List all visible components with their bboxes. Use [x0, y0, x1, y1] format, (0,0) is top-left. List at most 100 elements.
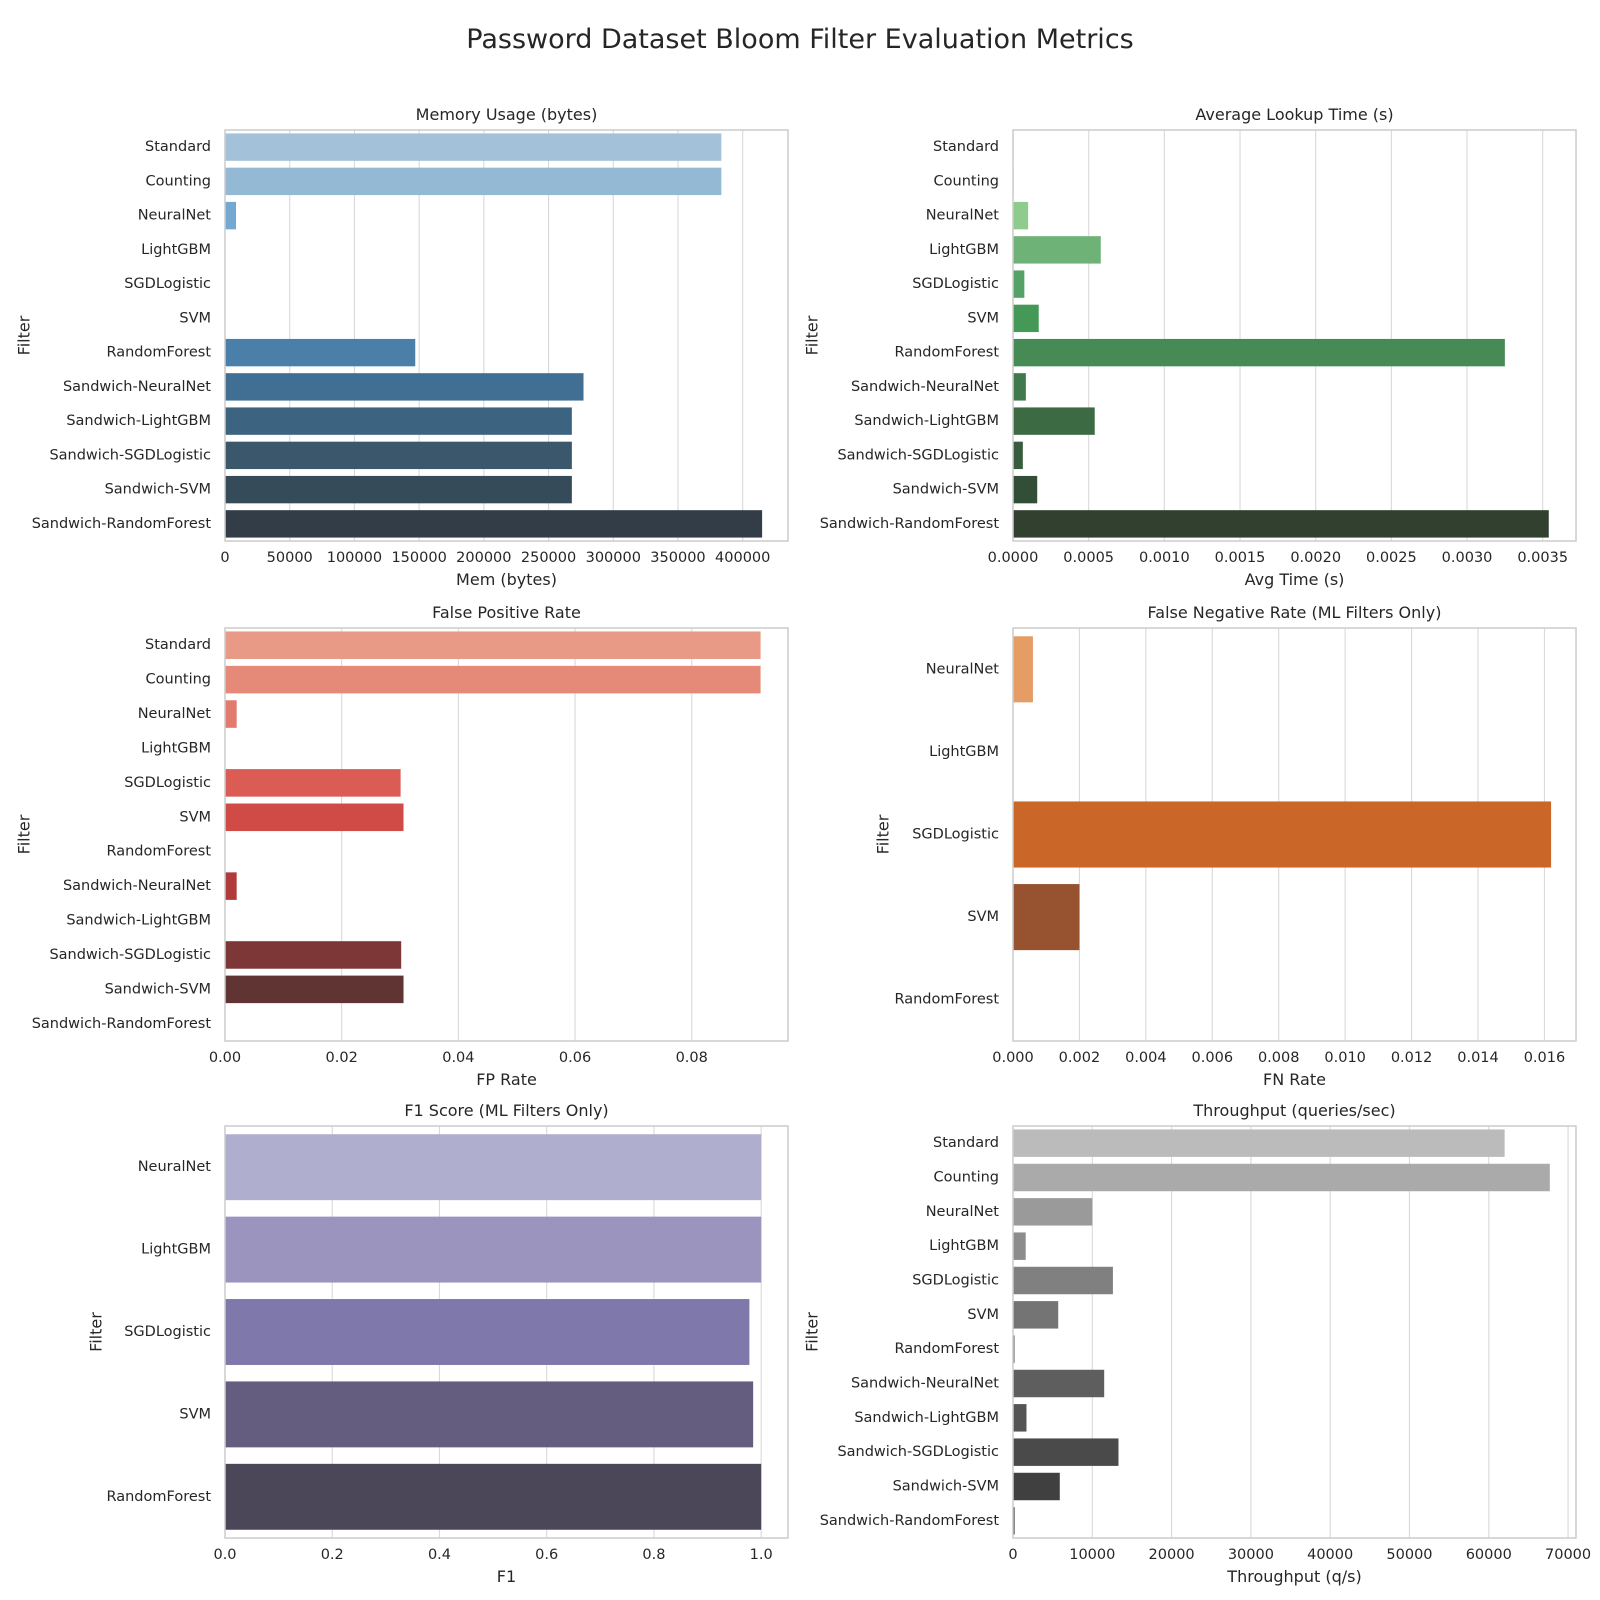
chart-2-bar-sandwich-svm [1013, 475, 1038, 504]
chart-6-ytick-sandwich-svm: Sandwich-SVM [893, 1479, 999, 1495]
chart-4-xtick-8: 0.016 [1524, 1050, 1566, 1066]
figure-title: Password Dataset Bloom Filter Evaluation… [466, 24, 1134, 55]
chart-3-bar-sandwich-neuralnet [225, 872, 237, 900]
chart-1-ytick-sandwich-sgdlogistic: Sandwich-SGDLogistic [49, 447, 211, 463]
chart-2-ytick-svm: SVM [967, 310, 999, 326]
chart-5-ytick-neuralnet: NeuralNet [138, 1159, 212, 1175]
chart-6-bar-randomforest [1013, 1335, 1015, 1363]
chart-5-ytick-sgdlogistic: SGDLogistic [124, 1324, 211, 1340]
chart-4-ytick-randomforest: RandomForest [894, 992, 999, 1008]
chart-2-bar-sandwich-sgdlogistic [1013, 441, 1023, 470]
chart-2-xtick-4: 0.0020 [1290, 550, 1341, 566]
chart-3-ytick-sandwich-sgdlogistic: Sandwich-SGDLogistic [49, 947, 211, 963]
chart-3-ytick-svm: SVM [179, 809, 211, 825]
chart-5-bar-sgdlogistic [225, 1299, 750, 1365]
chart-5-ylabel: Filter [87, 1312, 106, 1352]
chart-4-xtick-6: 0.012 [1391, 1050, 1433, 1066]
chart-2-bar-svm [1013, 304, 1039, 333]
chart-1-bar-sandwich-lightgbm [225, 407, 572, 435]
chart-6-ytick-svm: SVM [967, 1307, 999, 1323]
chart-5-bar-neuralnet [225, 1134, 762, 1201]
chart-1-frame [224, 129, 789, 542]
chart-1-ytick-neuralnet: NeuralNet [138, 208, 212, 224]
chart-2-bar-sandwich-lightgbm [1013, 407, 1095, 435]
chart-3-xtick-3: 0.06 [559, 1050, 591, 1066]
chart-5-title: F1 Score (ML Filters Only) [404, 1101, 608, 1120]
chart-6-ylabel: Filter [803, 1312, 822, 1352]
chart-6-ytick-sandwich-sgdlogistic: Sandwich-SGDLogistic [837, 1444, 999, 1460]
chart-4-ytick-neuralnet: NeuralNet [926, 661, 1000, 677]
chart-4-frame [1012, 627, 1577, 1042]
chart-6-ytick-sandwich-randomforest: Sandwich-RandomForest [820, 1513, 1000, 1529]
chart-6-xlabel: Throughput (q/s) [1226, 1567, 1361, 1586]
chart-3-title: False Positive Rate [432, 603, 581, 622]
chart-2-ytick-neuralnet: NeuralNet [926, 208, 1000, 224]
chart-1-xtick-6: 300000 [586, 550, 641, 566]
chart-1-ytick-svm: SVM [179, 310, 211, 326]
chart-3-bar-neuralnet [225, 700, 237, 728]
chart-6-bar-sandwich-svm [1013, 1472, 1060, 1501]
chart-5-xtick-4: 0.8 [642, 1547, 665, 1563]
chart-1-title: Memory Usage (bytes) [416, 105, 598, 124]
chart-5-bar-lightgbm [225, 1216, 762, 1283]
chart-3-ytick-sgdlogistic: SGDLogistic [124, 775, 211, 791]
chart-2-xtick-7: 0.0035 [1517, 550, 1568, 566]
chart-3-ytick-neuralnet: NeuralNet [138, 706, 212, 722]
chart-2-xtick-1: 0.0005 [1063, 550, 1114, 566]
chart-1-xtick-7: 350000 [650, 550, 705, 566]
chart-4-xtick-1: 0.002 [1059, 1050, 1101, 1066]
chart-1-xlabel: Mem (bytes) [456, 570, 557, 589]
chart-3-xtick-1: 0.02 [326, 1050, 358, 1066]
chart-6-xtick-7: 70000 [1545, 1547, 1591, 1563]
chart-2-ylabel: Filter [803, 315, 822, 355]
chart-6-bar-sandwich-lightgbm [1013, 1404, 1027, 1432]
chart-1-xtick-2: 100000 [327, 550, 382, 566]
chart-1-ylabel: Filter [15, 315, 34, 355]
chart-4-xtick-2: 0.004 [1125, 1050, 1167, 1066]
chart-2-ytick-sgdlogistic: SGDLogistic [912, 276, 999, 292]
chart-3-ylabel: Filter [15, 814, 34, 854]
chart-5-xtick-3: 0.6 [535, 1547, 558, 1563]
chart-4-bar-neuralnet [1013, 636, 1033, 703]
chart-6-title: Throughput (queries/sec) [1192, 1101, 1395, 1120]
chart-2-xtick-5: 0.0025 [1366, 550, 1417, 566]
chart-1-ytick-sandwich-neuralnet: Sandwich-NeuralNet [63, 379, 211, 395]
chart-5-bar-svm [225, 1381, 754, 1448]
chart-1-ytick-standard: Standard [145, 139, 211, 155]
chart-2-bar-sandwich-randomforest [1013, 510, 1549, 538]
chart-2-ytick-counting: Counting [934, 173, 999, 189]
chart-6-bar-sgdlogistic [1013, 1266, 1113, 1295]
chart-4-ytick-svm: SVM [967, 909, 999, 925]
chart-6-bar-svm [1013, 1301, 1059, 1329]
chart-1-ytick-sandwich-randomforest: Sandwich-RandomForest [32, 516, 212, 532]
chart-3-ytick-lightgbm: LightGBM [141, 740, 211, 756]
chart-3-ytick-sandwich-svm: Sandwich-SVM [105, 981, 211, 997]
chart-1-xtick-8: 400000 [715, 550, 770, 566]
chart-3-xtick-0: 0.00 [209, 1050, 241, 1066]
chart-3-bar-standard [225, 631, 761, 659]
chart-2-bar-randomforest [1013, 338, 1505, 367]
chart-2-bar-neuralnet [1013, 201, 1029, 230]
chart-6-ytick-lightgbm: LightGBM [929, 1238, 999, 1254]
chart-6-ytick-standard: Standard [933, 1135, 999, 1151]
chart-6-bar-sandwich-neuralnet [1013, 1369, 1105, 1398]
chart-2-bar-sgdlogistic [1013, 270, 1025, 298]
chart-3-bar-counting [225, 665, 761, 694]
chart-6-ytick-sandwich-neuralnet: Sandwich-NeuralNet [851, 1376, 999, 1392]
chart-4-title: False Negative Rate (ML Filters Only) [1148, 603, 1442, 622]
chart-3-ytick-sandwich-lightgbm: Sandwich-LightGBM [66, 913, 211, 929]
chart-3-xtick-2: 0.04 [442, 1050, 474, 1066]
chart-6-bar-neuralnet [1013, 1198, 1093, 1226]
chart-5-bar-randomforest [225, 1463, 762, 1530]
chart-4-ytick-lightgbm: LightGBM [929, 744, 999, 760]
chart-1-bar-sandwich-svm [225, 475, 572, 504]
chart-5-xtick-1: 0.2 [321, 1547, 344, 1563]
chart-6-ytick-sandwich-lightgbm: Sandwich-LightGBM [854, 1410, 999, 1426]
chart-4-ylabel: Filter [874, 814, 893, 854]
chart-1-ytick-sandwich-lightgbm: Sandwich-LightGBM [66, 413, 211, 429]
chart-4-xtick-3: 0.006 [1192, 1050, 1234, 1066]
chart-6-bar-sandwich-sgdlogistic [1013, 1438, 1119, 1466]
chart-2-ytick-randomforest: RandomForest [894, 345, 999, 361]
chart-4-xtick-5: 0.010 [1324, 1050, 1366, 1066]
chart-1-xtick-0: 0 [220, 550, 229, 566]
